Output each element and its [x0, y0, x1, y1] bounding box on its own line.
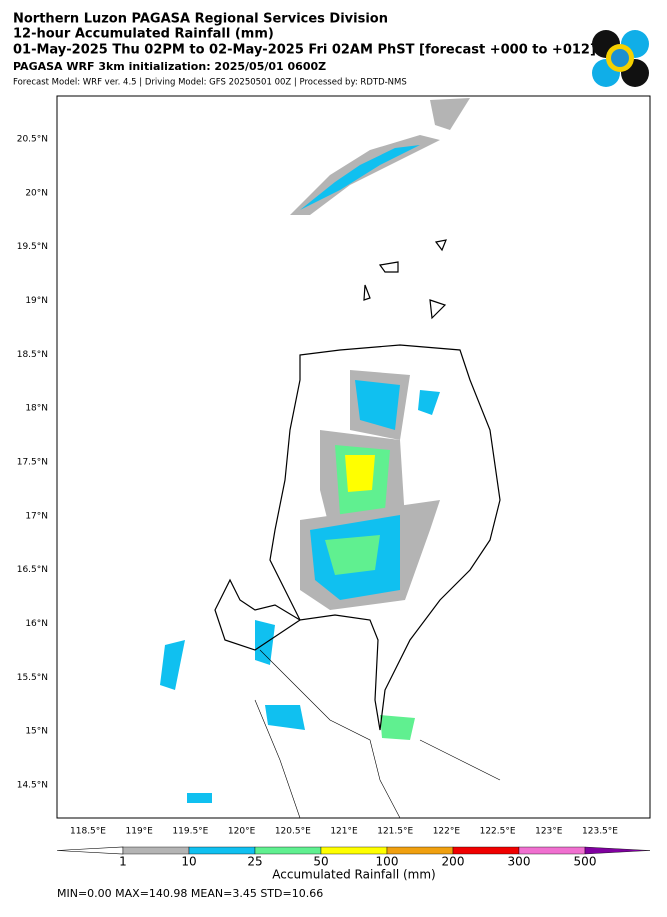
colorbar-tick-label: 100	[376, 855, 399, 869]
colorbar-segment	[122, 846, 190, 855]
lon-label: 120.5°E	[275, 827, 311, 837]
lat-label: 16.5°N	[17, 565, 48, 575]
lon-label: 122°E	[433, 827, 461, 837]
colorbar-segment	[254, 846, 322, 855]
subdivisions	[254, 649, 501, 819]
lon-label: 123°E	[535, 827, 563, 837]
colorbar-segment	[188, 846, 256, 855]
lon-label: 121°E	[330, 827, 358, 837]
lon-label: 123.5°E	[582, 827, 618, 837]
lon-label: 121.5°E	[377, 827, 413, 837]
colorbar-tick-label: 200	[442, 855, 465, 869]
stats: MIN=0.00 MAX=140.98 MEAN=3.45 STD=10.66	[57, 887, 323, 900]
coastline	[214, 239, 501, 731]
init-line: PAGASA WRF 3km initialization: 2025/05/0…	[13, 60, 326, 73]
logo	[592, 30, 649, 87]
colorbar-tick-label: 25	[247, 855, 262, 869]
colorbar-segment	[386, 846, 454, 855]
lat-label: 15°N	[25, 727, 48, 737]
colorbar-segment	[518, 846, 586, 855]
colorbar-segment	[452, 846, 520, 855]
lat-label: 16°N	[25, 619, 48, 629]
colorbar-segment	[320, 846, 388, 855]
lat-label: 18.5°N	[17, 350, 48, 360]
lon-label: 120°E	[228, 827, 256, 837]
colorbar-tick-label: 300	[508, 855, 531, 869]
lon-label: 119.5°E	[172, 827, 208, 837]
credits: Forecast Model: WRF ver. 4.5 | Driving M…	[13, 78, 407, 88]
lat-label: 18°N	[25, 404, 48, 414]
rainfall	[160, 98, 470, 803]
colorbar-tick-label: 50	[313, 855, 328, 869]
title: 12-hour Accumulated Rainfall (mm)	[13, 27, 274, 42]
lat-label: 15.5°N	[17, 673, 48, 683]
lat-label: 17°N	[25, 511, 48, 521]
lon-label: 122.5°E	[480, 827, 516, 837]
lat-label: 20.5°N	[17, 135, 48, 145]
lat-label: 17.5°N	[17, 457, 48, 467]
lat-label: 19°N	[25, 296, 48, 306]
title: Northern Luzon PAGASA Regional Services …	[13, 12, 388, 27]
colorbar-label: Accumulated Rainfall (mm)	[272, 868, 435, 882]
lat-label: 14.5°N	[17, 780, 48, 790]
title: 01-May-2025 Thu 02PM to 02-May-2025 Fri …	[13, 43, 596, 58]
colorbar-tick-label: 1	[119, 855, 127, 869]
colorbar-tick-label: 10	[181, 855, 196, 869]
lat-label: 19.5°N	[17, 242, 48, 252]
colorbar-over	[584, 846, 651, 855]
lon-label: 118.5°E	[70, 827, 106, 837]
lon-label: 119°E	[126, 827, 154, 837]
lat-label: 20°N	[25, 188, 48, 198]
colorbar-tick-label: 500	[574, 855, 597, 869]
colorbar-under	[56, 846, 124, 855]
